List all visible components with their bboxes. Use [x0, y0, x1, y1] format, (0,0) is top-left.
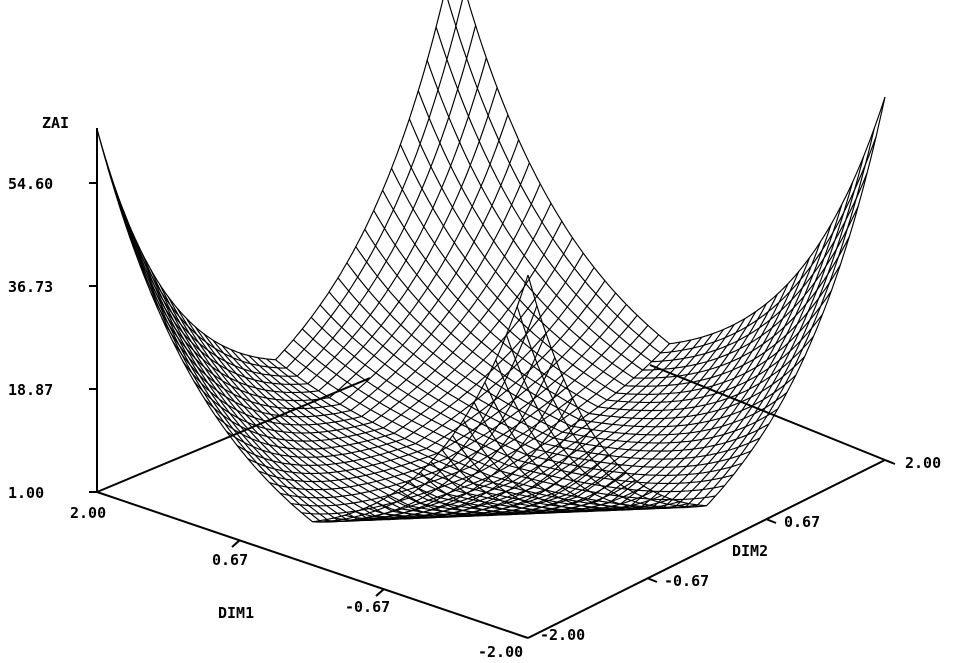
mesh-line-dim1: [409, 119, 840, 387]
dim1-tick-label: 0.67: [212, 551, 248, 569]
z-tick-label: 54.60: [8, 175, 53, 193]
dim1-axis: 2.00 0.67 -0.67 -2.00 DIM1: [70, 504, 523, 661]
dim2-tick-label: -0.67: [664, 572, 709, 590]
dim2-axis: -2.00 -0.67 0.67 2.00 DIM2: [540, 454, 941, 644]
dim1-tick-label: 2.00: [70, 504, 106, 522]
mesh-line-dim1: [392, 168, 823, 402]
dim2-tick-mark: [647, 578, 657, 582]
dim1-tick-label: -0.67: [345, 598, 390, 616]
z-axis-label: ZAI: [42, 114, 69, 132]
mesh-line-dim1: [445, 0, 876, 353]
mesh-line-dim1: [454, 0, 885, 344]
z-axis: ZAI 54.60 36.73 18.87 1.00: [8, 114, 97, 502]
mesh-line-dim2: [97, 0, 454, 360]
dim1-tick-label: -2.00: [478, 643, 523, 661]
dim1-tick-mark: [376, 589, 384, 596]
mesh-line-dim2: [485, 204, 842, 509]
mesh-line-dim2: [216, 238, 573, 449]
mesh-line-dim1: [400, 145, 831, 395]
back-axis-line-2: [650, 365, 885, 460]
mesh-line-dim1: [418, 91, 849, 379]
dim2-tick-mark: [766, 519, 776, 523]
mesh-line-dim1: [356, 247, 787, 435]
dim2-tick-mark: [885, 460, 895, 464]
dim2-tick-label: 0.67: [784, 513, 820, 531]
z-tick-label: 18.87: [8, 381, 53, 399]
mesh-line-dim1: [427, 60, 858, 370]
z-tick-label: 36.73: [8, 278, 53, 296]
dim2-axis-label: DIM2: [732, 542, 768, 560]
dim1-axis-label: DIM1: [218, 604, 254, 622]
z-tick-label: 1.00: [8, 484, 44, 502]
dim1-tick-mark: [232, 540, 240, 547]
dim2-tick-label: -2.00: [540, 626, 585, 644]
mesh-line-dim1: [276, 360, 707, 508]
dim2-tick-label: 2.00: [905, 454, 941, 472]
